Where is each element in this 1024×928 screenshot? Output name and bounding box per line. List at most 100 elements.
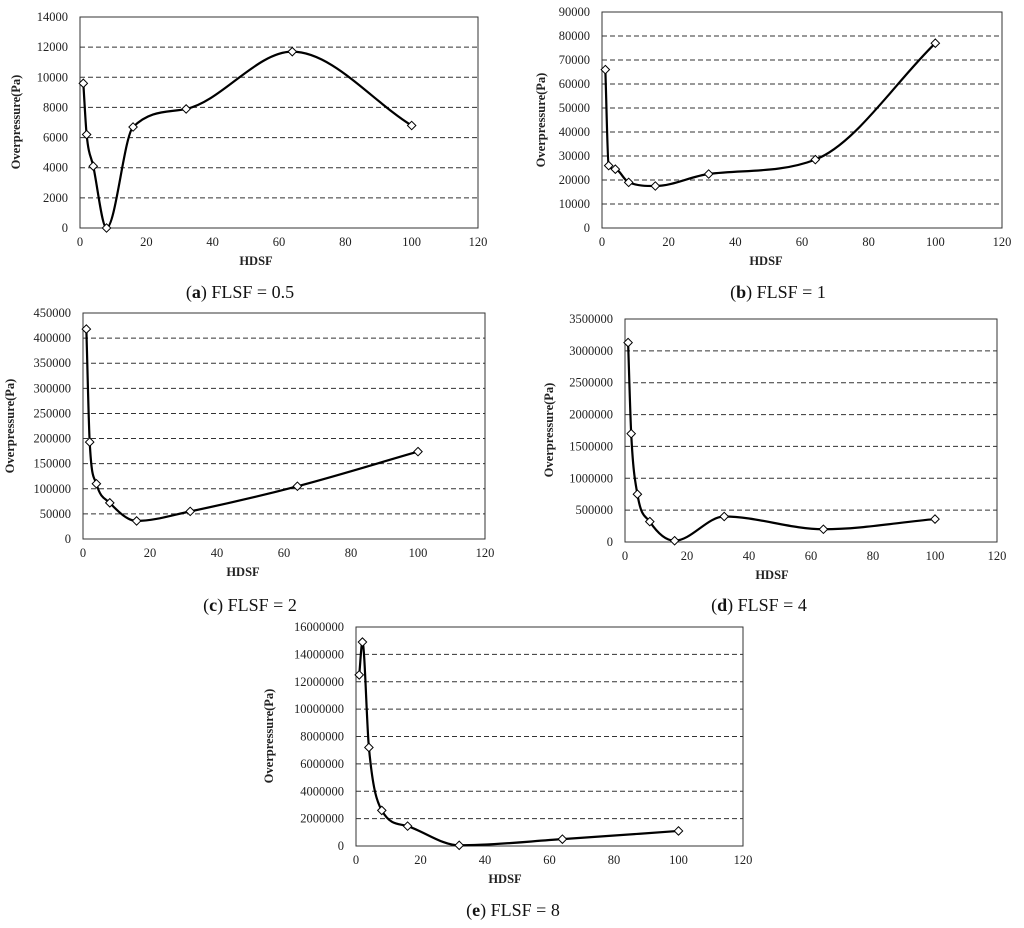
x-tick-label: 0 <box>77 235 83 249</box>
caption-c: (c) FLSF = 2 <box>203 595 297 616</box>
y-tick-label: 500000 <box>576 503 614 517</box>
y-tick-label: 2000000 <box>569 408 613 422</box>
y-tick-label: 14000000 <box>294 647 344 661</box>
x-tick-label: 40 <box>743 549 756 563</box>
x-tick-label: 40 <box>206 235 219 249</box>
data-point <box>413 446 423 457</box>
y-axis-title: Overpressure(Pa) <box>534 73 548 168</box>
y-tick-label: 0 <box>65 532 71 546</box>
series-line <box>85 329 419 523</box>
y-axis-title: Overpressure(Pa) <box>542 383 556 478</box>
y-tick-label: 0 <box>584 221 590 235</box>
y-tick-label: 6000 <box>43 131 68 145</box>
y-tick-label: 400000 <box>34 331 72 345</box>
x-tick-label: 120 <box>734 853 753 867</box>
data-point <box>603 160 614 171</box>
x-tick-label: 80 <box>339 235 352 249</box>
series-line <box>82 50 413 230</box>
x-tick-label: 80 <box>862 235 875 249</box>
x-tick-label: 40 <box>729 235 742 249</box>
x-tick-label: 0 <box>80 546 86 560</box>
x-tick-label: 120 <box>988 549 1007 563</box>
caption-a: (a) FLSF = 0.5 <box>186 282 294 303</box>
y-tick-label: 0 <box>62 221 68 235</box>
data-point <box>363 742 374 753</box>
y-tick-label: 16000000 <box>294 620 344 634</box>
y-tick-label: 12000000 <box>294 675 344 689</box>
data-point <box>131 516 142 526</box>
y-tick-label: 3000000 <box>569 344 613 358</box>
data-point <box>644 516 655 527</box>
x-tick-label: 40 <box>479 853 492 867</box>
y-axis-title: Overpressure(Pa) <box>262 689 276 784</box>
data-point <box>101 223 112 233</box>
x-tick-label: 20 <box>140 235 153 249</box>
y-tick-label: 6000000 <box>300 757 344 771</box>
data-point <box>81 129 92 140</box>
data-point <box>78 78 89 89</box>
y-tick-label: 1500000 <box>569 439 613 453</box>
y-tick-label: 20000 <box>559 173 590 187</box>
data-point <box>354 669 365 680</box>
y-tick-label: 30000 <box>559 149 590 163</box>
plot-frame <box>624 318 998 543</box>
x-axis-title: HDSF <box>749 254 783 268</box>
x-tick-label: 120 <box>469 235 488 249</box>
plot-frame <box>355 626 744 847</box>
caption-d: (d) FLSF = 4 <box>711 595 807 616</box>
data-point <box>650 181 661 191</box>
data-point <box>557 834 568 845</box>
data-point <box>719 511 730 522</box>
data-point <box>402 821 413 832</box>
panel-b: 0 10000 20000 30000 40000 50000 60000 70000 8000… <box>534 5 1011 268</box>
data-point <box>104 497 115 508</box>
y-tick-label: 8000 <box>43 100 68 114</box>
data-point <box>600 64 611 75</box>
x-tick-label: 100 <box>926 549 945 563</box>
data-point <box>91 478 102 489</box>
y-tick-label: 40000 <box>559 125 590 139</box>
y-tick-label: 3500000 <box>569 312 613 326</box>
x-axis-title: HDSF <box>239 254 273 268</box>
y-tick-label: 2000 <box>43 191 68 205</box>
x-tick-label: 0 <box>622 549 628 563</box>
y-tick-label: 10000000 <box>294 702 344 716</box>
y-tick-label: 14000 <box>37 10 68 24</box>
x-tick-label: 0 <box>353 853 359 867</box>
data-point <box>623 337 634 348</box>
y-tick-label: 60000 <box>559 77 590 91</box>
plot-frame <box>82 312 486 540</box>
x-tick-label: 20 <box>681 549 694 563</box>
panel-e: 0 2000000 4000000 6000000 8000000 10000000 120… <box>262 620 752 886</box>
x-tick-label: 80 <box>345 546 358 560</box>
data-point <box>623 177 634 188</box>
data-point <box>818 524 829 535</box>
x-tick-label: 60 <box>805 549 818 563</box>
y-tick-label: 10000 <box>559 197 590 211</box>
y-tick-label: 1000000 <box>569 471 613 485</box>
panel-c: 0 50000 100000 150000 200000 250000 300000 3500… <box>3 306 494 579</box>
data-point <box>287 46 298 57</box>
x-tick-label: 120 <box>476 546 495 560</box>
x-axis-title: HDSF <box>226 565 260 579</box>
data-point <box>626 428 637 439</box>
x-tick-label: 0 <box>599 235 605 249</box>
y-tick-label: 0 <box>607 535 613 549</box>
data-point <box>406 120 417 131</box>
y-tick-label: 12000 <box>37 40 68 54</box>
x-tick-label: 100 <box>402 235 421 249</box>
y-tick-label: 50000 <box>40 507 71 521</box>
y-tick-label: 100000 <box>34 482 72 496</box>
data-point <box>673 826 684 836</box>
data-point <box>610 164 621 175</box>
y-tick-label: 200000 <box>34 432 72 446</box>
y-tick-label: 2000000 <box>300 812 344 826</box>
plot-frame <box>601 11 1003 229</box>
y-axis-title: Overpressure(Pa) <box>3 379 17 474</box>
panel-a: 0 2000 4000 6000 8000 10000 12000 14000 0 20 40 60 8… <box>9 10 487 268</box>
data-point <box>88 161 99 172</box>
y-tick-label: 150000 <box>34 457 72 471</box>
panel-d: 0 500000 1000000 1500000 2000000 2500000 30000… <box>542 312 1006 582</box>
x-tick-label: 20 <box>144 546 157 560</box>
data-point <box>669 535 680 546</box>
